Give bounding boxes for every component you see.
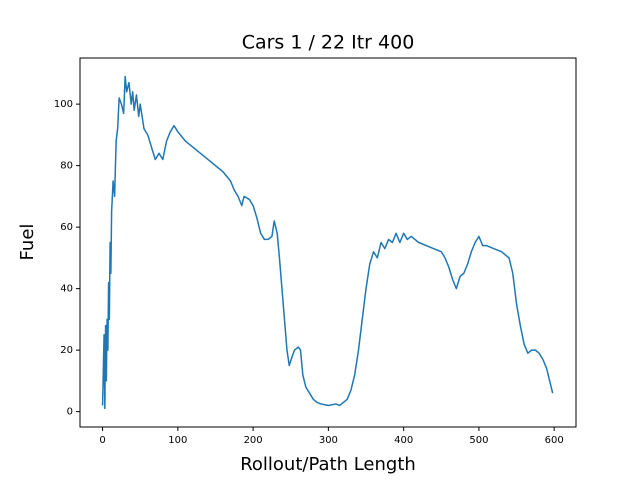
- x-tick-label: 200: [244, 435, 263, 446]
- x-tick-label: 0: [99, 435, 105, 446]
- y-axis-label: Fuel: [17, 224, 38, 261]
- y-tick-label: 0: [67, 407, 73, 418]
- chart-title: Cars 1 / 22 Itr 400: [242, 32, 415, 54]
- y-tick-label: 80: [60, 161, 73, 172]
- y-tick-label: 20: [60, 345, 73, 356]
- x-axis-label: Rollout/Path Length: [240, 454, 416, 475]
- y-tick-label: 60: [60, 222, 73, 233]
- x-tick-label: 300: [319, 435, 338, 446]
- plot-frame: [79, 57, 577, 428]
- x-tick-label: 600: [545, 435, 564, 446]
- x-tick-label: 500: [469, 435, 488, 446]
- x-tick-label: 100: [168, 435, 187, 446]
- data-line: [101, 75, 554, 410]
- y-tick-label: 40: [60, 284, 73, 295]
- x-tick-label: 400: [394, 435, 413, 446]
- y-tick-label: 100: [54, 99, 73, 110]
